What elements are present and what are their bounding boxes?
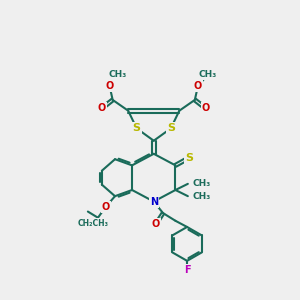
Text: O: O bbox=[102, 202, 110, 212]
Text: CH₃: CH₃ bbox=[108, 70, 127, 79]
Text: O: O bbox=[98, 103, 106, 113]
Text: CH₃: CH₃ bbox=[193, 179, 211, 188]
Text: O: O bbox=[106, 81, 114, 91]
Text: CH₂CH₃: CH₂CH₃ bbox=[78, 219, 109, 228]
Text: CH₃: CH₃ bbox=[199, 70, 217, 79]
Text: O: O bbox=[202, 103, 210, 113]
Text: CH₃: CH₃ bbox=[193, 192, 211, 201]
Text: S: S bbox=[185, 153, 194, 163]
Text: S: S bbox=[133, 123, 141, 134]
Text: S: S bbox=[167, 123, 175, 134]
Text: O: O bbox=[194, 81, 202, 91]
Text: N: N bbox=[150, 196, 158, 206]
Text: F: F bbox=[184, 265, 190, 275]
Text: O: O bbox=[152, 219, 160, 229]
